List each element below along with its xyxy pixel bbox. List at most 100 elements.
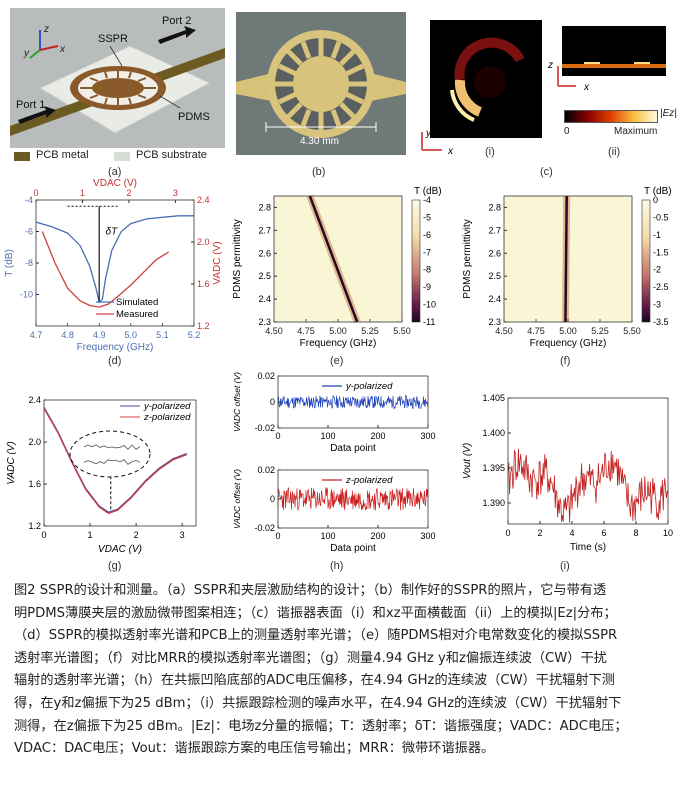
x-tick-label: 4.8 [61, 330, 74, 340]
panel-c-ii-axes: z x [548, 60, 590, 93]
x-tick-label: 1 [88, 530, 93, 540]
caption-line: （d）SSPR的模拟透射率光谱和PCB上的测量透射率光谱；（e）随PDMS相对介… [14, 628, 618, 644]
y-tick-label: 1.2 [28, 521, 41, 531]
x-tick-label: 4.7 [30, 330, 43, 340]
y2-tick-label: 1.6 [197, 279, 210, 289]
pcb-substrate-swatch [114, 152, 130, 161]
y-tick-label: -0.02 [254, 523, 275, 533]
colorbar-title: T (dB) [644, 186, 672, 197]
caption-line: 透射率光谱图；（f）对比MRR的模拟透射率光谱图；（g）测量4.94 GHz y… [14, 650, 607, 666]
y-tick-label: 1.6 [28, 479, 41, 489]
x-axis-label: Data point [330, 443, 376, 454]
colorbar-max: Maximum [614, 126, 658, 137]
x-tick-label: 4.9 [93, 330, 106, 340]
y-tick-label: -4 [25, 195, 33, 205]
panel-d-label: (d) [108, 355, 122, 367]
legend-label: y-polarized [345, 381, 393, 392]
panel-c-i-label: (i) [485, 146, 495, 158]
x-tick-label: 8 [633, 528, 638, 538]
y-axis-label: VADC (V) [6, 441, 17, 484]
zoom-ellipse [69, 430, 151, 478]
y-tick-label: 2.4 [258, 294, 271, 304]
axis-y-label-c: y [425, 128, 432, 139]
panel-i-label: (i) [560, 560, 570, 572]
colorbar-tick-label: -4 [423, 195, 431, 205]
y-tick-label: 2.7 [488, 225, 501, 235]
noise-trace [277, 394, 429, 410]
y-tick-label: 2.0 [28, 437, 41, 447]
zoom-trace-z [83, 459, 141, 465]
y-tick-label: 0.02 [257, 371, 275, 381]
resonance-line [308, 195, 359, 323]
pcb-metal-swatch [14, 152, 30, 161]
pcb-metal-legend: PCB metal [36, 149, 89, 161]
axis-z-label-c: z [548, 60, 553, 71]
y-tick-label: 1.400 [482, 428, 505, 438]
x2-axis-label: VDAC (V) [93, 178, 137, 189]
x-tick-label: 5.1 [156, 330, 169, 340]
plot-frame [43, 399, 197, 527]
axis-z-label: z [43, 24, 49, 35]
x-tick-label: 0 [275, 431, 280, 441]
y-tick-label: -10 [20, 290, 33, 300]
x-tick-label: 6 [601, 528, 606, 538]
y-tick-label: 2.8 [488, 202, 501, 212]
x-tick-label: 5.25 [361, 326, 379, 336]
x-tick-label: 3 [180, 530, 185, 540]
y-tick-label: 1.405 [482, 393, 505, 403]
axis-x2-label-c: x [583, 82, 590, 93]
colorbar-tick-label: -7 [423, 247, 431, 257]
heatmap-background [274, 196, 402, 322]
panel-a-label: (a) [108, 166, 122, 178]
y-tick-label: -8 [25, 258, 33, 268]
colorbar-tick-label: -9 [423, 282, 431, 292]
panel-a: z y x SSPR Port 2 Port 1 PDMS PCB metal … [10, 8, 225, 168]
panel-c-ii-label: (ii) [608, 146, 621, 158]
y2-tick-label: 2.0 [197, 237, 210, 247]
caption-line: 辐射的透射率光谱；（h）在共振凹陷底部的ADC电压偏移，在4.94 GHz的连续… [14, 673, 615, 689]
pdms-label: PDMS [178, 111, 210, 123]
pcb-substrate-legend: PCB substrate [136, 149, 207, 161]
y2-tick-label: 2.4 [197, 195, 210, 205]
chart-f: 4.50 4.75 5.00 5.25 5.50 2.8 2.7 2.6 2.5 2.4 2.3 Fr… [462, 186, 672, 349]
colorbar-tick-label: -0.5 [653, 212, 669, 222]
vout-trace [507, 448, 669, 523]
plot-frame [507, 397, 669, 525]
x-tick-label: 4.50 [495, 326, 513, 336]
y-axis-label: T (dB) [4, 249, 15, 277]
y-axis-label: PDMS permittivity [462, 219, 473, 298]
legend-label-y: y-polarized [143, 401, 191, 412]
y-tick-label: 0 [270, 397, 275, 407]
panel-e-label: (e) [330, 355, 344, 367]
colorbar-tick-label: -10 [423, 300, 436, 310]
colorbar-tick-label: -3 [653, 300, 661, 310]
panel-f-label: (f) [560, 355, 571, 367]
x-tick-label: 4.75 [527, 326, 545, 336]
x-tick-label: 5.00 [329, 326, 347, 336]
x2-tick-label: 2 [126, 188, 131, 198]
zoom-trace-y [83, 444, 141, 450]
colorbar-tick-label: -11 [423, 317, 435, 327]
x-tick-label: 100 [320, 431, 335, 441]
series-line-z-polarized [43, 408, 188, 515]
y-tick-label: -6 [25, 227, 33, 237]
panel-b-label: (b) [312, 166, 326, 178]
sspr-label: SSPR [98, 33, 128, 45]
panel-c-ii-cross-section [562, 26, 666, 76]
x-axis-label: Frequency (GHz) [530, 338, 607, 349]
x-tick-label: 0 [275, 531, 280, 541]
caption-line: 图2 SSPR的设计和测量。（a）SSPR和夹层激励结构的设计；（b）制作好的S… [14, 583, 607, 598]
resonance-line [564, 195, 568, 323]
y-tick-label: 2.5 [488, 271, 501, 281]
y-tick-label: 2.8 [258, 202, 271, 212]
y-tick-label: 2.3 [258, 317, 271, 327]
x-tick-label: 5.50 [623, 326, 641, 336]
caption-line: 测得，在z偏振下为25 dBm。|Ez|：电场z分量的振幅；T：透射率；δT：谐… [14, 718, 628, 734]
panel-h-label: (h) [330, 560, 344, 572]
colorbar-title: |Ez| [660, 108, 677, 119]
y-axis-label: Vout (V) [462, 443, 473, 479]
x-tick-label: 4.50 [265, 326, 283, 336]
caption-line: VDAC：DAC电压；Vout：谐振跟踪方案的电压信号输出；MRR：微带环谐振器… [14, 741, 495, 757]
